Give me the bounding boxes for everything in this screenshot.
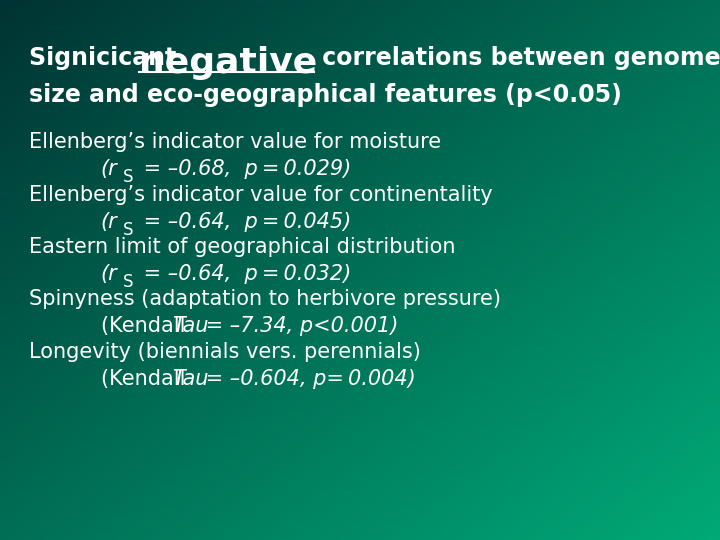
Text: = –0.604, p= 0.004): = –0.604, p= 0.004) xyxy=(199,369,415,389)
Text: = –7.34, p<0.001): = –7.34, p<0.001) xyxy=(199,316,398,336)
Text: Spinyness (adaptation to herbivore pressure): Spinyness (adaptation to herbivore press… xyxy=(29,289,501,309)
Text: S: S xyxy=(122,221,133,239)
Text: S: S xyxy=(122,273,133,291)
Text: size and eco-geographical features (p<0.05): size and eco-geographical features (p<0.… xyxy=(29,83,621,106)
Text: (Kendall: (Kendall xyxy=(101,369,189,389)
Text: correlations between genome: correlations between genome xyxy=(314,46,720,70)
Text: negative: negative xyxy=(139,46,318,80)
Text: (Kendall: (Kendall xyxy=(101,316,189,336)
Text: Ellenberg’s indicator value for continentality: Ellenberg’s indicator value for continen… xyxy=(29,185,492,205)
Text: Tau: Tau xyxy=(172,369,209,389)
Text: Signicicant: Signicicant xyxy=(29,46,184,70)
Text: (r: (r xyxy=(101,159,117,179)
Text: (r: (r xyxy=(101,212,117,232)
Text: Ellenberg’s indicator value for moisture: Ellenberg’s indicator value for moisture xyxy=(29,132,441,152)
Text: = –0.68,  p = 0.029): = –0.68, p = 0.029) xyxy=(137,159,351,179)
Text: Longevity (biennials vers. perennials): Longevity (biennials vers. perennials) xyxy=(29,342,420,362)
Text: = –0.64,  p = 0.045): = –0.64, p = 0.045) xyxy=(137,212,351,232)
Text: = –0.64,  p = 0.032): = –0.64, p = 0.032) xyxy=(137,264,351,284)
Text: S: S xyxy=(122,168,133,186)
Text: (r: (r xyxy=(101,264,117,284)
Text: Tau: Tau xyxy=(172,316,209,336)
Text: Eastern limit of geographical distribution: Eastern limit of geographical distributi… xyxy=(29,237,455,257)
